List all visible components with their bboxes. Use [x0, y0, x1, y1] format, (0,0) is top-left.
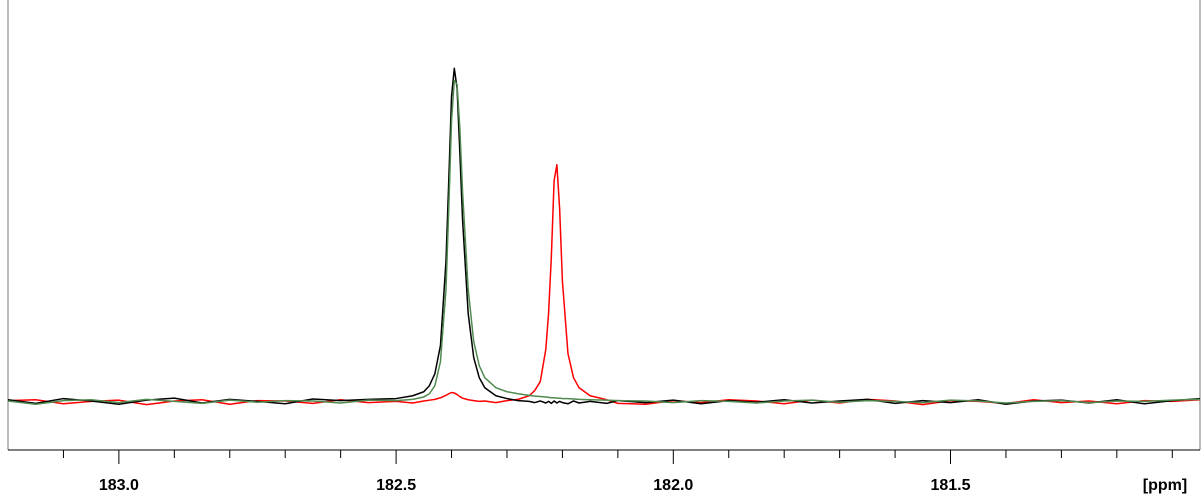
x-tick-label: 182.0	[653, 477, 693, 494]
x-tick-label: 182.5	[376, 477, 416, 494]
x-tick-label: 183.0	[99, 477, 139, 494]
spectrum-line	[7, 67, 1201, 405]
spectrum-line	[7, 163, 1201, 406]
spectrum-line	[7, 79, 1201, 405]
x-axis-label: [ppm]	[1143, 477, 1187, 494]
x-tick-label: 181.5	[930, 477, 970, 494]
